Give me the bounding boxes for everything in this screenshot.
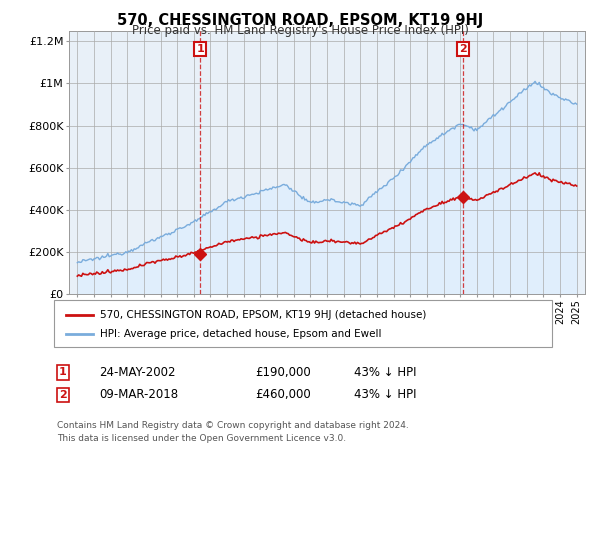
Text: 1: 1 (59, 367, 67, 377)
Text: 24-MAY-2002: 24-MAY-2002 (99, 366, 176, 379)
Text: 43% ↓ HPI: 43% ↓ HPI (354, 366, 416, 379)
Text: 09-MAR-2018: 09-MAR-2018 (99, 388, 178, 402)
Text: HPI: Average price, detached house, Epsom and Ewell: HPI: Average price, detached house, Epso… (100, 329, 382, 339)
Text: £190,000: £190,000 (255, 366, 311, 379)
Text: 570, CHESSINGTON ROAD, EPSOM, KT19 9HJ: 570, CHESSINGTON ROAD, EPSOM, KT19 9HJ (117, 13, 483, 28)
Text: Price paid vs. HM Land Registry's House Price Index (HPI): Price paid vs. HM Land Registry's House … (131, 24, 469, 37)
Text: 2: 2 (59, 390, 67, 400)
Text: 570, CHESSINGTON ROAD, EPSOM, KT19 9HJ (detached house): 570, CHESSINGTON ROAD, EPSOM, KT19 9HJ (… (100, 310, 427, 320)
Text: 43% ↓ HPI: 43% ↓ HPI (354, 388, 416, 402)
Text: Contains HM Land Registry data © Crown copyright and database right 2024.
This d: Contains HM Land Registry data © Crown c… (57, 421, 409, 442)
Text: £460,000: £460,000 (255, 388, 311, 402)
Text: 1: 1 (196, 44, 204, 54)
Text: 2: 2 (460, 44, 467, 54)
